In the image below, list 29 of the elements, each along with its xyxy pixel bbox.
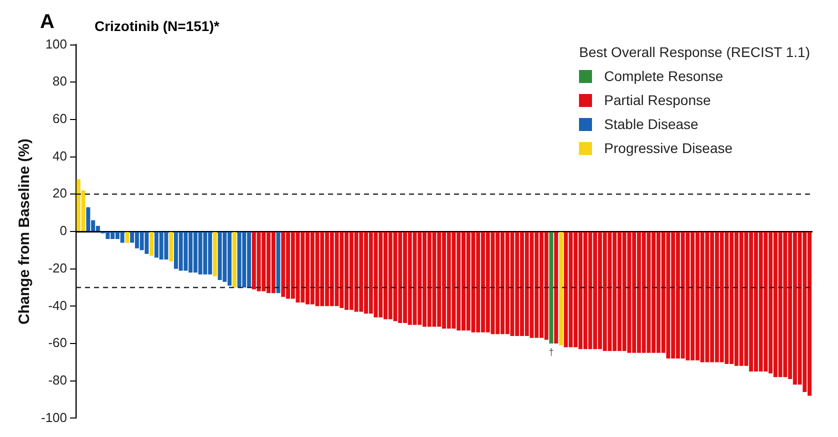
bar [125,232,130,243]
legend-title: Best Overall Response (RECIST 1.1) [579,44,810,60]
text: A [40,11,54,34]
legend-label: Progressive Disease [604,140,733,156]
y-tick-label: -100 [40,410,68,425]
bar [169,232,174,262]
y-tick-label: -20 [48,260,68,276]
bar [276,232,280,294]
y-tick-label: -80 [48,372,68,388]
y-tick-label: 80 [52,74,68,89]
bar [554,232,558,344]
chart-title: Crizotinib (N=151)* [94,18,220,34]
bar [232,232,236,288]
bar [558,232,563,346]
legend-label: Partial Response [604,92,711,108]
y-tick-label: 60 [52,111,68,126]
annotation: † [548,347,554,358]
legend-label: Stable Disease [604,116,698,132]
y-axis-title: Change from Baseline (%) [16,138,34,324]
y-tick-label: 100 [45,36,68,52]
y-tick-label: -60 [48,335,68,350]
bar [212,232,217,276]
bar [150,232,154,256]
y-tick-label: -40 [48,298,68,313]
legend-label: Complete Resonse [604,68,724,84]
bar [549,232,554,344]
y-tick-label: 40 [52,148,68,164]
y-tick-label: 20 [52,186,68,201]
y-tick-label: 0 [60,223,68,238]
